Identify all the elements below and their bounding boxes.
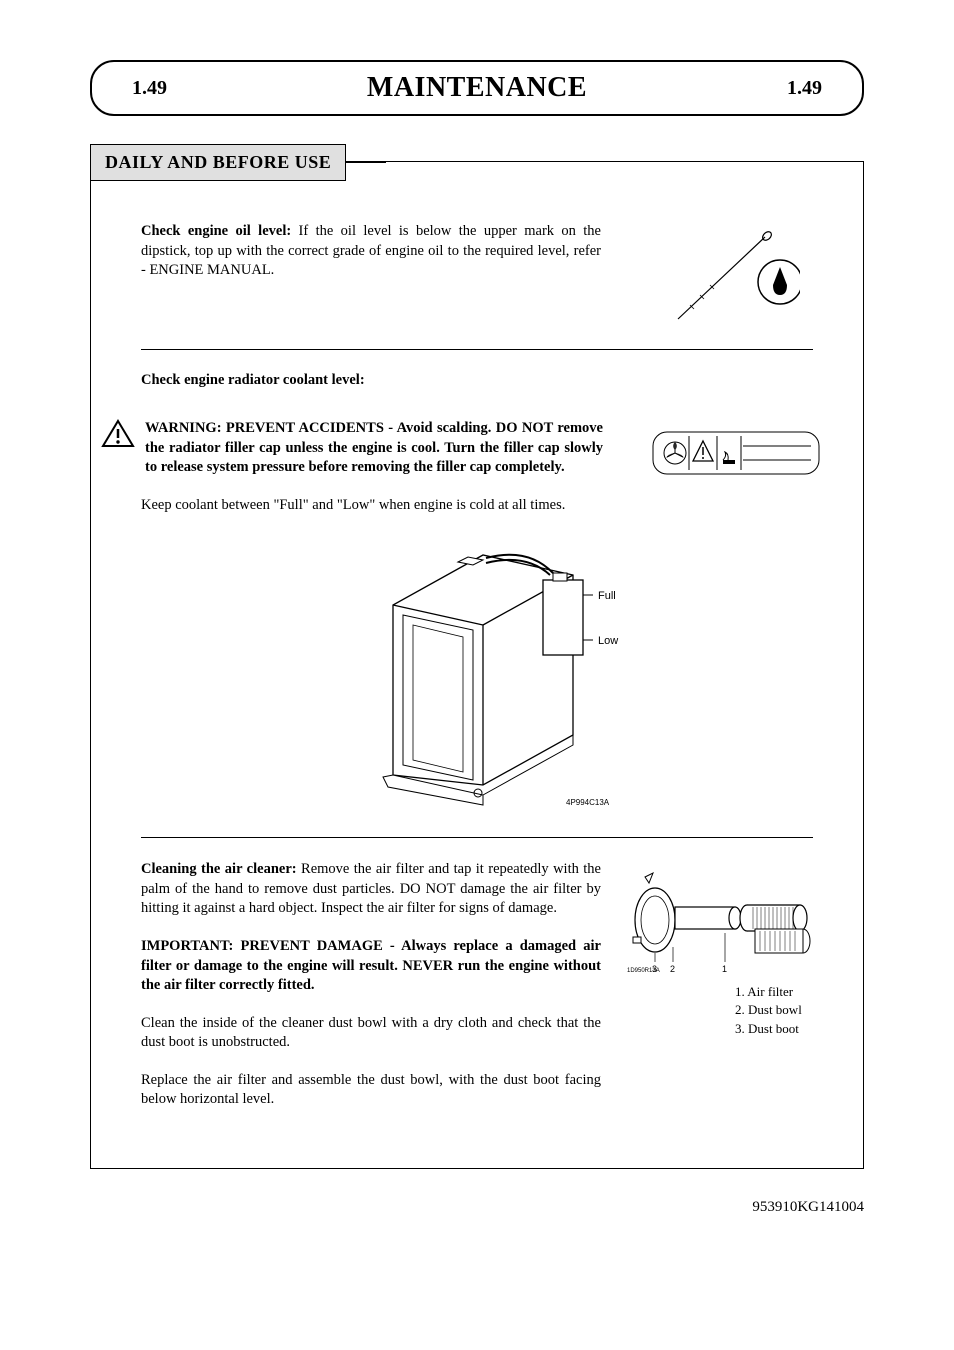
divider-2: [141, 837, 813, 838]
air-filter-diagram: 3 2 1 1D950R13A: [625, 865, 815, 975]
air-p1-bold: Cleaning the air cleaner:: [141, 861, 297, 877]
callout-1: 1: [722, 964, 727, 974]
content-frame: DAILY AND BEFORE USE Check engine oil le…: [90, 161, 864, 1169]
air-p3: Clean the inside of the cleaner dust bow…: [141, 1014, 601, 1053]
header-num-right: 1.49: [787, 77, 822, 100]
coolant-keep-text: Keep coolant between "Full" and "Low" wh…: [141, 496, 603, 516]
dipstick-icon: [670, 227, 800, 327]
radiator-cap-icon: [651, 424, 821, 484]
section-label: DAILY AND BEFORE USE: [90, 144, 346, 181]
header-num-left: 1.49: [132, 77, 167, 100]
header-title: MAINTENANCE: [367, 72, 587, 104]
full-label: Full: [598, 590, 616, 602]
page-header: 1.49 MAINTENANCE 1.49: [90, 60, 864, 116]
warning-triangle-icon: [101, 419, 135, 454]
air-cleaner-block: Cleaning the air cleaner: Remove the air…: [141, 860, 845, 1128]
section-label-line: [346, 162, 386, 163]
dipstick-icon-col: [625, 222, 845, 327]
legend-1: 1. Air filter: [735, 983, 802, 1001]
oil-level-text: Check engine oil level: If the oil level…: [141, 222, 601, 299]
coolant-heading: Check engine radiator coolant level:: [141, 372, 845, 389]
oil-level-block: Check engine oil level: If the oil level…: [141, 222, 845, 327]
low-label: Low: [598, 635, 618, 647]
radiator-figref: 4P994C13A: [566, 798, 610, 807]
legend-2: 2. Dust bowl: [735, 1001, 802, 1019]
legend-3: 3. Dust boot: [735, 1020, 802, 1038]
radiator-cap-icon-col: [627, 419, 845, 484]
air-cleaner-text: Cleaning the air cleaner: Remove the air…: [141, 860, 601, 1128]
callout-2: 2: [670, 964, 675, 974]
divider-1: [141, 349, 813, 350]
airfilter-figref: 1D950R13A: [627, 968, 660, 974]
footer-docnum: 953910KG141004: [90, 1199, 864, 1216]
section-label-wrap: DAILY AND BEFORE USE: [90, 144, 386, 181]
coolant-block: WARNING: PREVENT ACCIDENTS - Avoid scald…: [141, 419, 845, 515]
radiator-diagram: Full Low 4P994C13A: [141, 525, 845, 815]
oil-bold: Check engine oil level:: [141, 223, 291, 239]
air-filter-legend: 1. Air filter 2. Dust bowl 3. Dust boot: [735, 983, 802, 1038]
radiator-svg: Full Low 4P994C13A: [338, 525, 648, 815]
air-filter-diagram-col: 3 2 1 1D950R13A 1. Air filter 2. Dust bo…: [625, 860, 845, 1038]
warning-text: WARNING: PREVENT ACCIDENTS - Avoid scald…: [145, 419, 603, 478]
air-p2-bold: IMPORTANT: PREVENT DAMAGE - Always repla…: [141, 937, 601, 996]
warning-row: WARNING: PREVENT ACCIDENTS - Avoid scald…: [101, 419, 603, 478]
air-p4: Replace the air filter and assemble the …: [141, 1071, 601, 1110]
